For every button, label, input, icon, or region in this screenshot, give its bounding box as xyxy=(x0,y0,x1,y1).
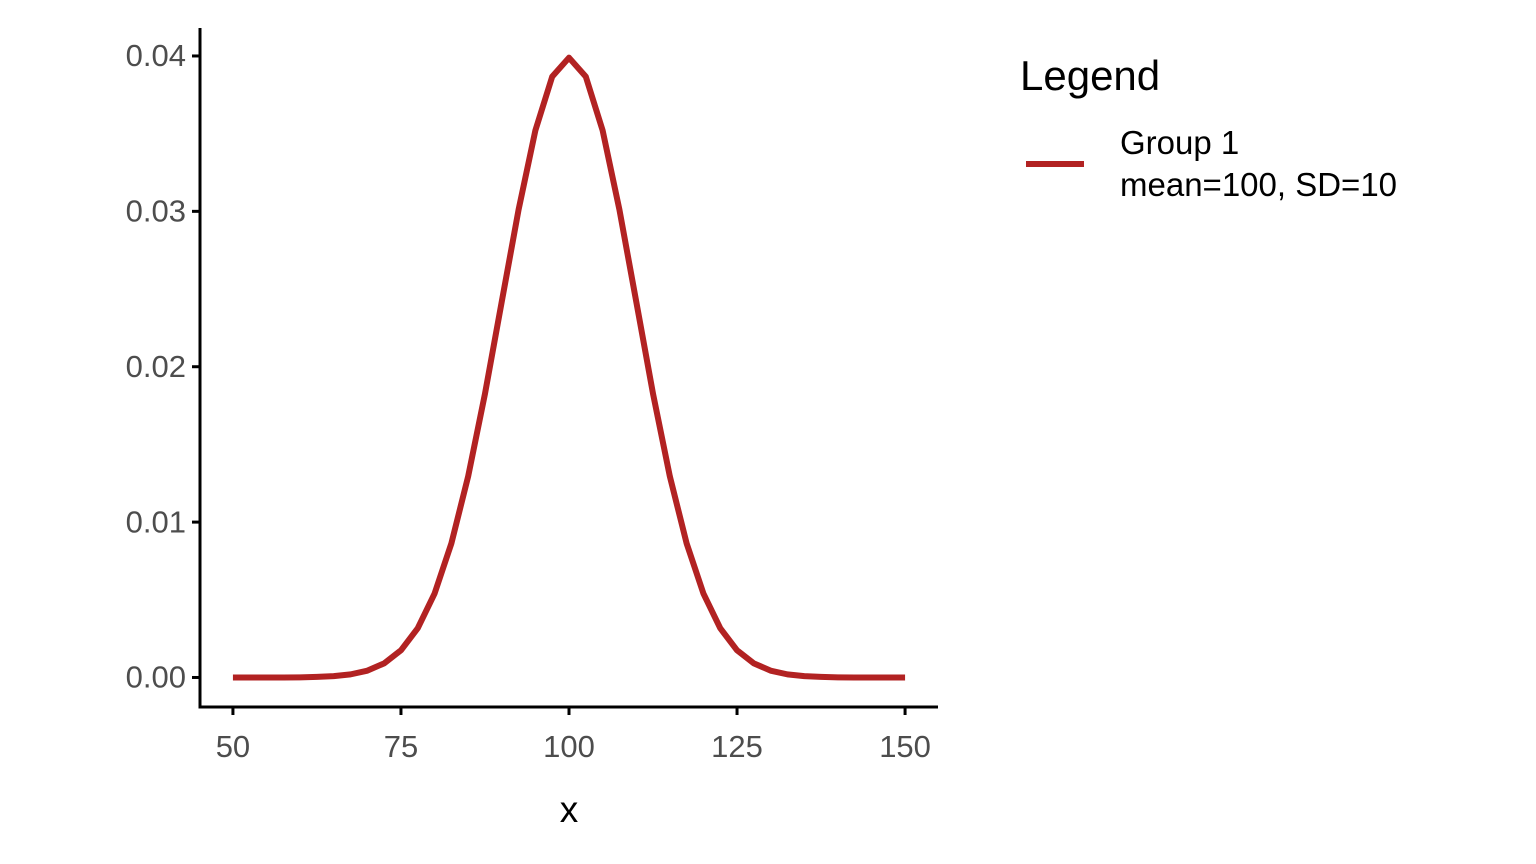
legend-title: Legend xyxy=(1020,52,1161,99)
x-tick-label: 100 xyxy=(543,729,595,764)
y-tick-label: 0.04 xyxy=(126,38,186,73)
y-tick-label: 0.03 xyxy=(126,194,186,229)
legend-item: Group 1 mean=100, SD=10 xyxy=(1020,122,1397,206)
y-tick-label: 0.02 xyxy=(126,349,186,384)
x-tick-label: 50 xyxy=(216,729,250,764)
x-tick-label: 75 xyxy=(384,729,418,764)
x-axis-title: x xyxy=(560,789,579,830)
legend-key xyxy=(1026,161,1084,167)
y-tick-label: 0.01 xyxy=(126,504,186,539)
line xyxy=(232,54,906,681)
x-tick-label: 150 xyxy=(879,729,931,764)
legend: Legend Group 1 mean=100, SD=10 xyxy=(1020,52,1397,206)
y-tick-label: 0.00 xyxy=(126,660,186,695)
legend-label: Group 1 mean=100, SD=10 xyxy=(1120,124,1398,203)
x-tick-label: 125 xyxy=(711,729,763,764)
